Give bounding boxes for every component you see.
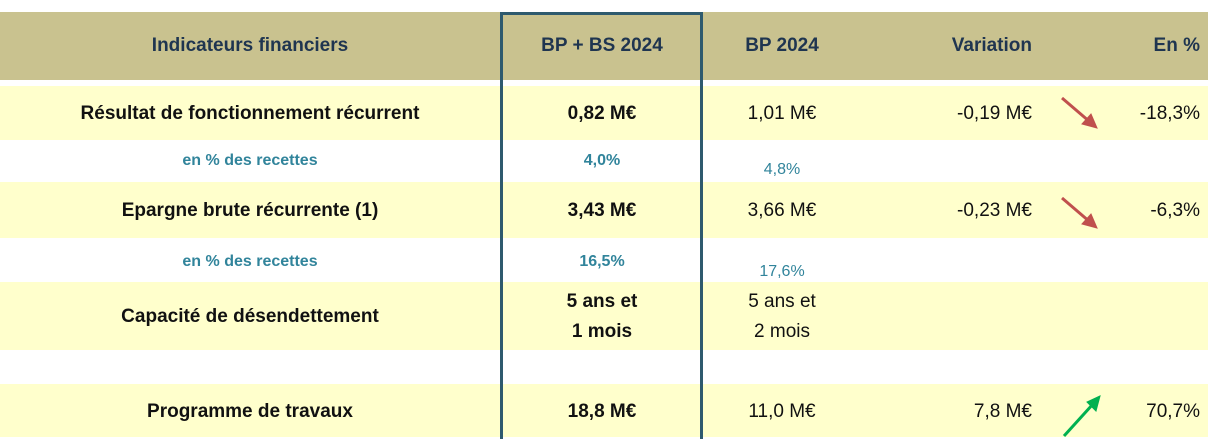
row-band: [0, 182, 1208, 238]
row-band: [0, 282, 1208, 350]
bp-text: 3,66 M€: [747, 200, 817, 221]
pct-cell: 70,7%: [1100, 384, 1200, 439]
label-text: Epargne brute récurrente (1): [121, 200, 379, 221]
bp-bs-text: 5 ans et: [566, 291, 638, 312]
bp-cell: 4,8%: [702, 142, 862, 180]
bp-text: 5 ans et: [748, 291, 816, 312]
header-cell: Variation: [860, 12, 1032, 80]
variation-cell: 7,8 M€: [860, 384, 1032, 439]
bp-text: 11,0 M€: [748, 400, 816, 422]
bp-cell: 11,0 M€: [702, 384, 862, 439]
bp-bs-text: 3,43 M€: [567, 200, 637, 221]
label-text: Capacité de désendettement: [121, 306, 379, 327]
bp-text: 2 mois: [754, 321, 810, 342]
header-text: BP + BS 2024: [541, 35, 663, 56]
row-band: [0, 86, 1208, 140]
bp-bs-cell: 4,0%: [502, 142, 702, 180]
bp-bs-text: 16,5%: [579, 253, 625, 270]
row-label: en % des recettes: [0, 242, 500, 282]
row-band: [0, 384, 1208, 437]
bp-cell: 5 ans et 2 mois: [702, 282, 862, 352]
bp-bs-text: 0,82 M€: [567, 103, 637, 124]
variation-text: 7,8 M€: [973, 400, 1032, 422]
variation-text: -0,23 M€: [957, 200, 1032, 221]
label-text: Résultat de fonctionnement récurrent: [80, 103, 420, 124]
bp-text: 1,01 M€: [747, 103, 817, 124]
highlight-frame: [500, 12, 703, 439]
bp-cell: 17,6%: [702, 242, 862, 282]
header-text: En %: [1153, 35, 1200, 56]
bp-text: 17,6%: [759, 263, 805, 280]
variation-text: -0,19 M€: [957, 103, 1032, 124]
arrow-down: [1061, 196, 1098, 229]
header-band: [0, 12, 1208, 80]
bp-text: 4,8%: [763, 161, 801, 178]
row-label: Programme de travaux: [0, 384, 500, 439]
bp-bs-cell: 5 ans et 1 mois: [502, 282, 702, 352]
header-cell: BP + BS 2024: [502, 12, 702, 80]
row-label: en % des recettes: [0, 142, 500, 180]
label-text: en % des recettes: [182, 152, 318, 169]
arrow-down: [1061, 96, 1098, 129]
header-cell: BP 2024: [702, 12, 862, 80]
bp-bs-cell: 0,82 M€: [502, 86, 702, 142]
header-cell: En %: [1100, 12, 1200, 80]
bp-bs-text: 4,0%: [583, 152, 621, 169]
header-text: BP 2024: [745, 35, 819, 56]
header-cell: Indicateurs financiers: [0, 12, 500, 80]
bp-cell: 1,01 M€: [702, 86, 862, 142]
pct-text: -6,3%: [1150, 200, 1200, 221]
row-label: Résultat de fonctionnement récurrent: [0, 86, 500, 142]
header-text: Variation: [951, 35, 1032, 56]
pct-cell: -6,3%: [1100, 182, 1200, 240]
bp-bs-text: 18,8 M€: [567, 400, 637, 422]
bp-bs-cell: 18,8 M€: [502, 384, 702, 439]
arrow-up: [1062, 395, 1101, 438]
header-text: Indicateurs financiers: [151, 35, 349, 56]
bp-cell: 3,66 M€: [702, 182, 862, 240]
label-text: Programme de travaux: [147, 400, 353, 422]
row-label: Capacité de désendettement: [0, 282, 500, 352]
bp-bs-cell: 3,43 M€: [502, 182, 702, 240]
bp-bs-cell: 16,5%: [502, 242, 702, 282]
pct-cell: -18,3%: [1100, 86, 1200, 142]
variation-cell: -0,23 M€: [860, 182, 1032, 240]
bp-bs-text: 1 mois: [571, 321, 633, 342]
row-label: Epargne brute récurrente (1): [0, 182, 500, 240]
variation-cell: -0,19 M€: [860, 86, 1032, 142]
label-text: en % des recettes: [182, 253, 318, 270]
pct-text: -18,3%: [1139, 103, 1200, 124]
pct-text: 70,7%: [1146, 400, 1200, 422]
